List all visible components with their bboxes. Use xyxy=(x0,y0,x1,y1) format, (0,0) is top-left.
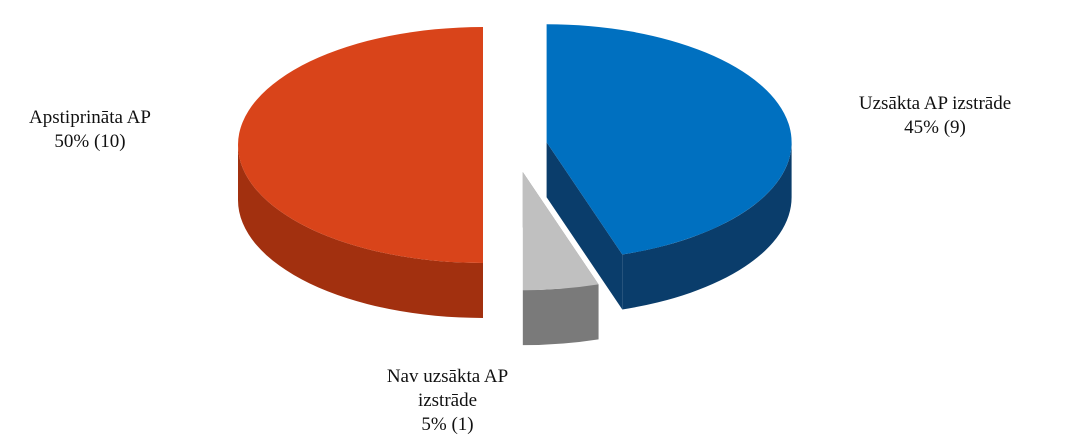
slice-label: Uzsākta AP izstrāde 45% (9) xyxy=(840,92,1030,140)
category-label: Uzsākta AP izstrāde xyxy=(858,93,1012,114)
slice-label: Apstiprināta AP 50% (10) xyxy=(0,106,180,154)
value-label: 50% (10) xyxy=(54,131,126,152)
slice-cut-face xyxy=(546,142,623,310)
value-label: 45% (9) xyxy=(904,117,966,138)
value-label: 5% (1) xyxy=(421,414,474,435)
category-label: Apstiprināta AP xyxy=(29,107,151,128)
slice xyxy=(546,24,792,255)
slice xyxy=(238,27,483,263)
slice-label: Nav uzsākta AP izstrāde 5% (1) xyxy=(360,365,535,437)
slice-side xyxy=(622,142,792,310)
slice-side xyxy=(522,284,599,346)
slice-side xyxy=(238,145,483,318)
slice xyxy=(522,172,599,291)
category-label: Nav uzsākta AP izstrāde xyxy=(386,366,509,411)
